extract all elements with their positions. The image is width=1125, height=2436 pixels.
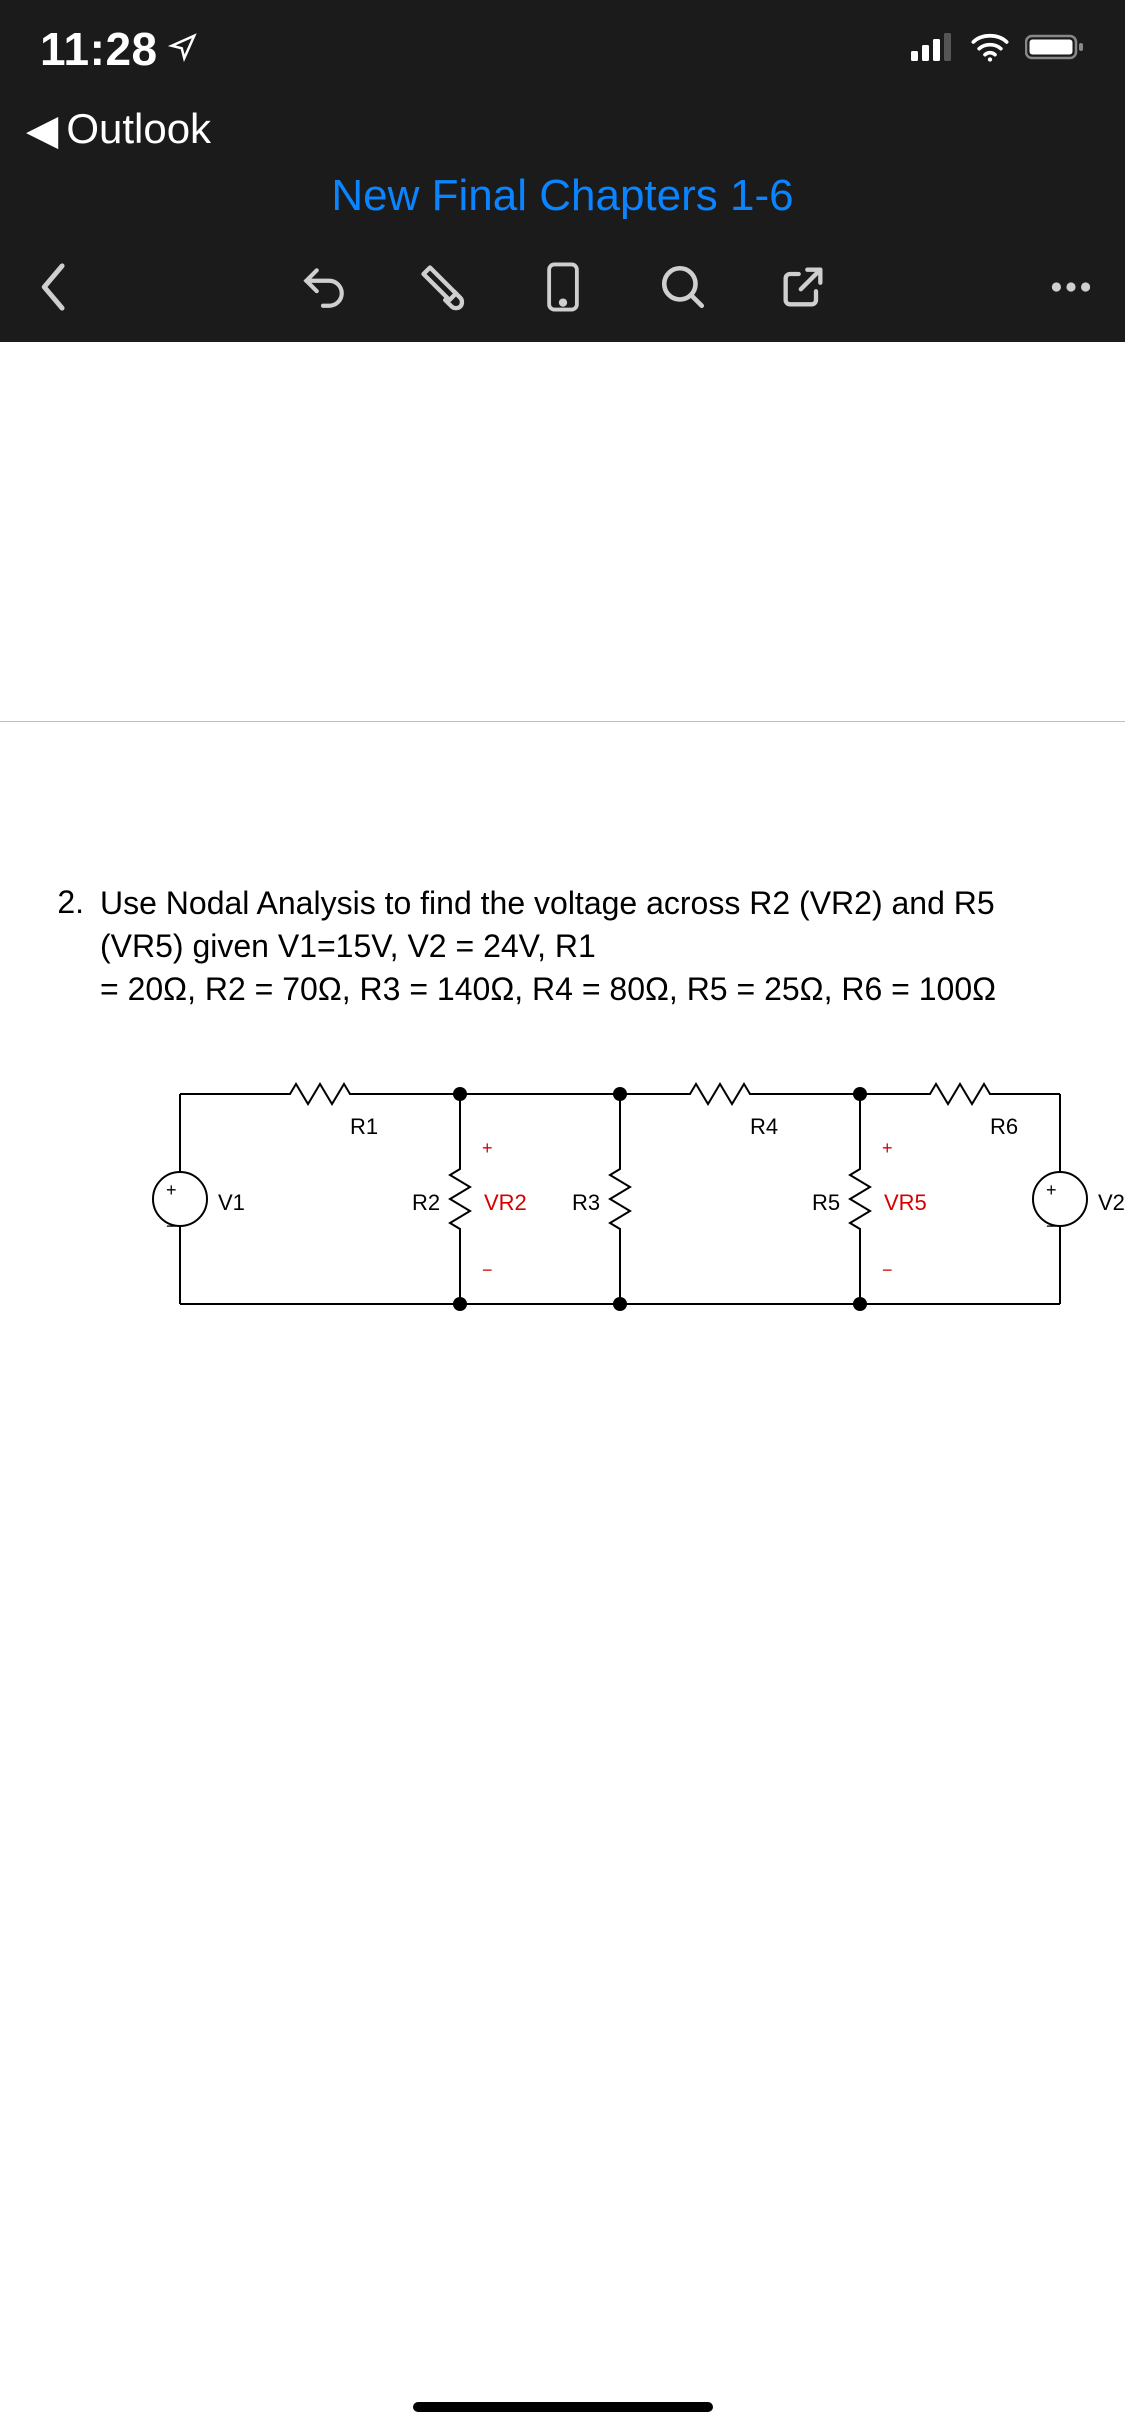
- node-dot: [613, 1297, 627, 1311]
- back-icon[interactable]: [26, 259, 82, 315]
- circuit-label: V1: [218, 1190, 245, 1216]
- page-title[interactable]: New Final Chapters 1-6: [331, 171, 793, 221]
- circuit-label: +: [882, 1138, 893, 1159]
- node-dot: [613, 1087, 627, 1101]
- resistor-r5: [848, 1159, 872, 1239]
- wire: [619, 1239, 621, 1304]
- title-bar: New Final Chapters 1-6: [0, 160, 1125, 232]
- wire: [1059, 1094, 1061, 1171]
- circuit-label: VR2: [484, 1190, 527, 1216]
- problem-line-1: Use Nodal Analysis to find the voltage a…: [100, 885, 995, 964]
- circuit-label: R6: [990, 1114, 1018, 1140]
- wire: [859, 1094, 861, 1159]
- circuit-label: R1: [350, 1114, 378, 1140]
- draw-icon[interactable]: [415, 259, 471, 315]
- wire: [760, 1093, 860, 1095]
- status-time: 11:28: [40, 22, 158, 76]
- share-icon[interactable]: [775, 259, 831, 315]
- circuit-label: V2: [1098, 1190, 1125, 1216]
- wire: [179, 1227, 181, 1304]
- status-bar-right: [911, 32, 1085, 67]
- more-icon[interactable]: [1043, 259, 1099, 315]
- circuit-label: +: [166, 1180, 177, 1201]
- wifi-icon: [969, 32, 1011, 67]
- breadcrumb-caret-icon: ◀: [26, 105, 58, 154]
- home-indicator[interactable]: [413, 2402, 713, 2412]
- voltage-source-v1: [152, 1171, 208, 1227]
- circuit-label: +: [1046, 1180, 1057, 1201]
- cellular-signal-icon: [911, 33, 955, 66]
- circuit-label: −: [166, 1216, 177, 1237]
- circuit-label: R5: [812, 1190, 840, 1216]
- status-bar-left: 11:28: [40, 22, 198, 76]
- wire: [860, 1093, 920, 1095]
- wire: [1000, 1093, 1060, 1095]
- voltage-source-v2: [1032, 1171, 1088, 1227]
- wire: [360, 1093, 460, 1095]
- node-dot: [453, 1087, 467, 1101]
- wire: [179, 1094, 181, 1171]
- device-icon[interactable]: [535, 259, 591, 315]
- problem-text: Use Nodal Analysis to find the voltage a…: [100, 882, 1087, 1012]
- breadcrumb[interactable]: ◀ Outlook: [0, 98, 1125, 160]
- home-indicator-wrap: [0, 2402, 1125, 2412]
- problem-number: 2.: [22, 882, 100, 1012]
- battery-icon: [1025, 33, 1085, 66]
- circuit-label: R2: [412, 1190, 440, 1216]
- wire: [619, 1094, 621, 1159]
- circuit-label: −: [882, 1260, 893, 1281]
- wire: [460, 1093, 620, 1095]
- toolbar: [0, 232, 1125, 342]
- search-icon[interactable]: [655, 259, 711, 315]
- wire: [180, 1093, 280, 1095]
- circuit-label: +: [482, 1138, 493, 1159]
- circuit-label: −: [482, 1260, 493, 1281]
- resistor-r1: [280, 1082, 360, 1106]
- wire: [459, 1239, 461, 1304]
- circuit-diagram: R1R4R6R2VR2+−R3R5VR5+−V1+−V2+−: [120, 1074, 1100, 1354]
- wire: [859, 1239, 861, 1304]
- node-dot: [453, 1297, 467, 1311]
- resistor-r2: [448, 1159, 472, 1239]
- wire: [1059, 1227, 1061, 1304]
- content-page-top: [0, 342, 1125, 722]
- wire: [620, 1093, 680, 1095]
- circuit-label: R3: [572, 1190, 600, 1216]
- circuit-label: −: [1046, 1216, 1057, 1237]
- node-dot: [853, 1297, 867, 1311]
- problem-block: 2. Use Nodal Analysis to find the voltag…: [0, 722, 1125, 1354]
- location-arrow-icon: [168, 32, 198, 67]
- problem-line-2: = 20Ω, R2 = 70Ω, R3 = 140Ω, R4 = 80Ω, R5…: [100, 971, 996, 1007]
- resistor-r6: [920, 1082, 1000, 1106]
- resistor-r4: [680, 1082, 760, 1106]
- circuit-label: VR5: [884, 1190, 927, 1216]
- node-dot: [853, 1087, 867, 1101]
- undo-icon[interactable]: [295, 259, 351, 315]
- circuit-label: R4: [750, 1114, 778, 1140]
- status-bar: 11:28: [0, 0, 1125, 98]
- resistor-r3: [608, 1159, 632, 1239]
- breadcrumb-label: Outlook: [66, 105, 211, 153]
- wire: [459, 1094, 461, 1159]
- content-area[interactable]: 2. Use Nodal Analysis to find the voltag…: [0, 342, 1125, 1354]
